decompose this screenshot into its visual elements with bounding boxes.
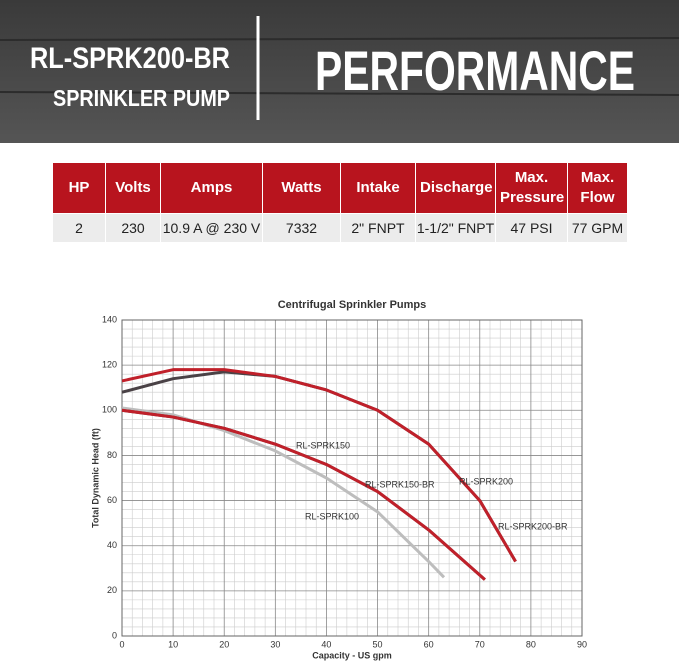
line [121,408,486,581]
y-tick-label: 120 [102,360,117,370]
series-label: RL-SPRK200 [459,476,513,486]
line [121,406,446,579]
header-cell: Max. Pressure [495,162,568,214]
x-tick-label: 40 [321,639,331,649]
cell: 47 PSI [495,213,568,243]
cell: 77 GPM [567,213,628,243]
y-tick-label: 60 [107,495,117,505]
x-tick-label: 10 [168,639,178,649]
x-tick-label: 70 [475,639,485,649]
title: PERFORMANCE [315,39,635,102]
x-tick-label: 50 [373,639,383,649]
line [121,368,517,563]
line [121,370,517,563]
series-label: RL-SPRK200-BR [498,521,568,531]
header-cell: Watts [262,162,341,214]
x-tick-label: 90 [577,639,587,649]
subtitle: SPRINKLER PUMP [53,85,230,111]
wood-grain [0,37,679,41]
chart: Centrifugal Sprinkler Pumps Capacity - U… [90,299,587,660]
chart-title: Centrifugal Sprinkler Pumps [278,299,427,311]
header-row: HP Volts Amps Watts Intake Discharge Max. Pres… [52,162,628,214]
x-tick-label: 60 [424,639,434,649]
cell: 2 [52,213,106,243]
cell: 1-1/2" FNPT [415,213,496,243]
spec-table: HP Volts Amps Watts Intake Discharge Max. Pres… [52,162,628,243]
header-cell: Amps [160,162,263,214]
header-cell: Volts [105,162,161,214]
x-tick-label: 30 [270,639,280,649]
header: RL-SPRK200-BR SPRINKLER PUMP PERFORMANCE [0,0,679,143]
wood-grain [0,91,679,96]
header-cell: Intake [340,162,416,214]
series-label: RL-SPRK100 [305,511,359,521]
y-tick-label: 140 [102,314,117,324]
cell: 10.9 A @ 230 V [160,213,263,243]
x-tick-label: 0 [119,639,124,649]
cell: 2" FNPT [340,213,416,243]
plot-frame [121,319,583,637]
y-tick-label: 100 [102,405,117,415]
series-label: RL-SPRK150-BR [365,479,435,489]
y-tick-label: 0 [112,630,117,640]
header-bg [0,0,679,143]
x-tick-label: 80 [526,639,536,649]
x-tick-label: 20 [219,639,229,649]
x-axis-label: Capacity - US gpm [312,650,392,660]
model: RL-SPRK200-BR [30,42,230,75]
series-label: RL-SPRK150 [296,440,350,450]
header-cell: HP [52,162,106,214]
y-axis-label: Total Dynamic Head (ft) [90,428,100,528]
cell: 7332 [262,213,341,243]
data-row: 2 230 10.9 A @ 230 V 7332 2" FNPT 1-1/2" FNPT… [52,213,628,243]
y-tick-label: 80 [107,450,117,460]
header-cell: Max. Flow [567,162,628,214]
y-tick-label: 40 [107,540,117,550]
cell: 230 [105,213,161,243]
line [121,408,486,581]
header-cell: Discharge [415,162,496,214]
y-tick-label: 20 [107,585,117,595]
